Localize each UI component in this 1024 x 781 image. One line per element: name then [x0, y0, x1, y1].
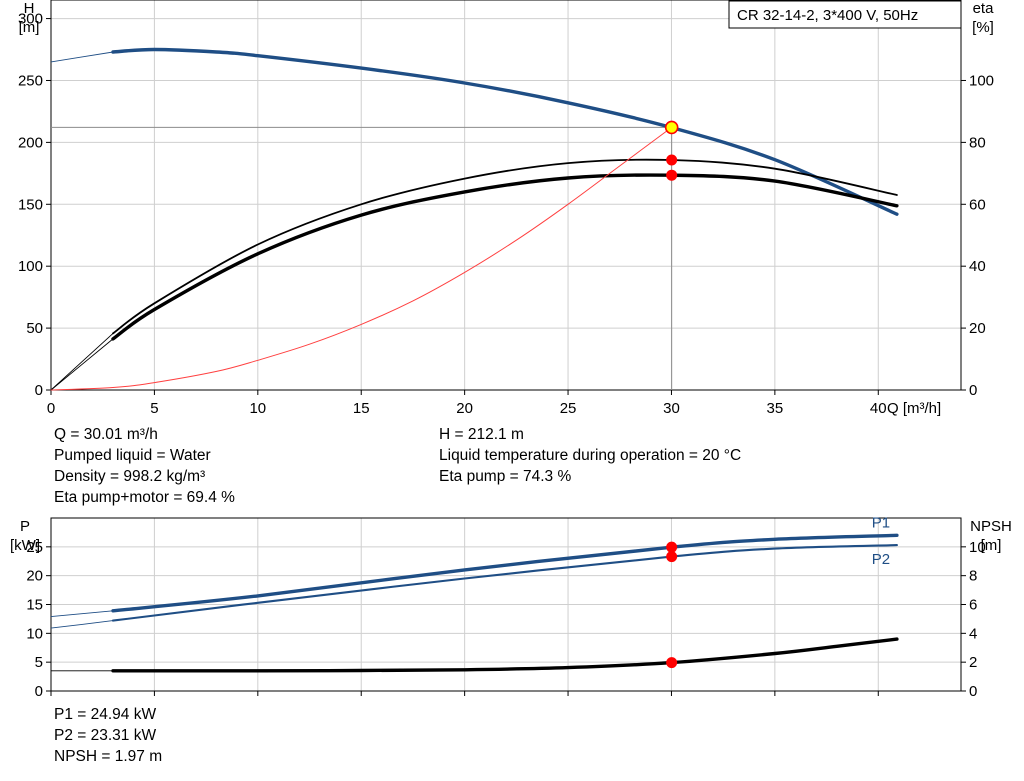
- info-p2: P2 = 23.31 kW: [54, 727, 157, 744]
- y2-axis-unit: [m]: [981, 537, 1002, 554]
- series-extension-P1: [50, 610, 114, 618]
- series-line-H: [111, 47, 899, 216]
- y-tick-label: 250: [18, 72, 43, 89]
- x-axis-label: Q [m³/h]: [887, 400, 941, 417]
- y-tick-label: 50: [26, 320, 43, 337]
- info-liquid-temperature: Liquid temperature during operation = 20…: [439, 447, 742, 464]
- series-extension-eta_pump: [50, 333, 114, 391]
- y-tick-label: 200: [18, 134, 43, 151]
- operating-point: [666, 541, 678, 553]
- series-line-P2: [111, 544, 898, 622]
- y2-axis-label: NPSH: [970, 518, 1012, 535]
- operating-point: [666, 657, 678, 669]
- y-tick-label: 25: [26, 539, 43, 556]
- duty-point: [664, 120, 679, 135]
- y-tick-label: 300: [18, 11, 43, 28]
- y-tick-label: 100: [18, 258, 43, 275]
- x-tick-label: 20: [456, 400, 473, 417]
- operating-point: [666, 551, 678, 563]
- series-line-eta_pump_motor: [111, 173, 899, 341]
- info-head: H = 212.1 m: [439, 426, 524, 443]
- chart-panel-head-and-efficiency: 0 50 100 150 200 250 300 0 20 40 60 80 100 0 5 10 15 20 25…: [18, 0, 994, 417]
- info-eta-pump: Eta pump = 74.3 %: [439, 468, 572, 485]
- y2-axis-unit: [%]: [972, 19, 994, 36]
- y-axis-label: P: [20, 518, 30, 535]
- info-npsh: NPSH = 1.97 m: [54, 748, 163, 765]
- y2-tick-label: 20: [969, 320, 986, 337]
- y2-tick-label: 2: [969, 654, 977, 671]
- y2-tick-label: 4: [969, 625, 977, 642]
- y2-tick-label: 10: [969, 539, 986, 556]
- y-tick-label: 20: [26, 568, 43, 585]
- x-tick-label: 30: [663, 400, 680, 417]
- series-line-system_curve: [50, 127, 672, 391]
- series-line-NPSH: [111, 637, 899, 673]
- series-extension-P2: [50, 620, 114, 629]
- y-tick-label: 150: [18, 196, 43, 213]
- y-tick-label: 0: [35, 382, 43, 399]
- info-eta-pump-motor: Eta pump+motor = 69.4 %: [54, 489, 235, 506]
- title-box-text: CR 32-14-2, 3*400 V, 50Hz: [737, 7, 918, 24]
- y2-tick-label: 0: [969, 683, 977, 700]
- x-tick-label: 40: [870, 400, 887, 417]
- x-tick-label: 35: [767, 400, 784, 417]
- y-tick-label: 5: [35, 654, 43, 671]
- series-extension-eta_pump_motor: [50, 338, 114, 391]
- y-tick-label: 0: [35, 683, 43, 700]
- series-label-P2: P2: [872, 551, 890, 568]
- y2-axis-label: eta: [973, 0, 995, 17]
- info-liquid: Pumped liquid = Water: [54, 447, 211, 464]
- y2-tick-label: 100: [969, 72, 994, 89]
- info-flow: Q = 30.01 m³/h: [54, 426, 158, 443]
- operating-info-left: Q = 30.01 m³/h Pumped liquid = Water Den…: [54, 424, 235, 508]
- y-tick-label: 10: [26, 625, 43, 642]
- operating-info-right: H = 212.1 m Liquid temperature during op…: [439, 424, 741, 487]
- y2-tick-label: 60: [969, 196, 986, 213]
- series-extension-H: [50, 51, 114, 63]
- title-box: CR 32-14-2, 3*400 V, 50Hz: [728, 0, 962, 29]
- series-line-eta_pump: [112, 158, 898, 335]
- y2-tick-label: 8: [969, 568, 977, 585]
- info-p1: P1 = 24.94 kW: [54, 706, 157, 723]
- y-axis-unit: [m]: [19, 19, 40, 36]
- power-info: P1 = 24.94 kW P2 = 23.31 kW NPSH = 1.97 …: [54, 704, 162, 767]
- operating-point: [666, 154, 678, 166]
- x-tick-label: 10: [249, 400, 266, 417]
- grid: [50, 0, 961, 391]
- info-density: Density = 998.2 kg/m³: [54, 468, 206, 485]
- y-tick-label: 15: [26, 597, 43, 614]
- y2-tick-label: 80: [969, 134, 986, 151]
- chart-panel-power-and-npsh: 0 5 10 15 20 25 0 2 4 6 8 10 P [kW] NPSH [m] P1 P2: [10, 514, 1012, 700]
- series-line-P1: [111, 533, 899, 613]
- x-tick-label: 0: [47, 400, 55, 417]
- x-tick-label: 25: [560, 400, 577, 417]
- title-box-frame: [728, 0, 962, 29]
- plot-frame: [50, 0, 962, 391]
- x-tick-label: 5: [150, 400, 158, 417]
- y2-tick-label: 40: [969, 258, 986, 275]
- y-axis-unit: [kW]: [10, 537, 40, 554]
- operating-point: [666, 169, 678, 181]
- y-axis-label: H: [24, 0, 35, 17]
- y2-tick-label: 6: [969, 597, 977, 614]
- x-tick-label: 15: [353, 400, 370, 417]
- series-label-P1: P1: [872, 514, 890, 531]
- y2-tick-label: 0: [969, 382, 977, 399]
